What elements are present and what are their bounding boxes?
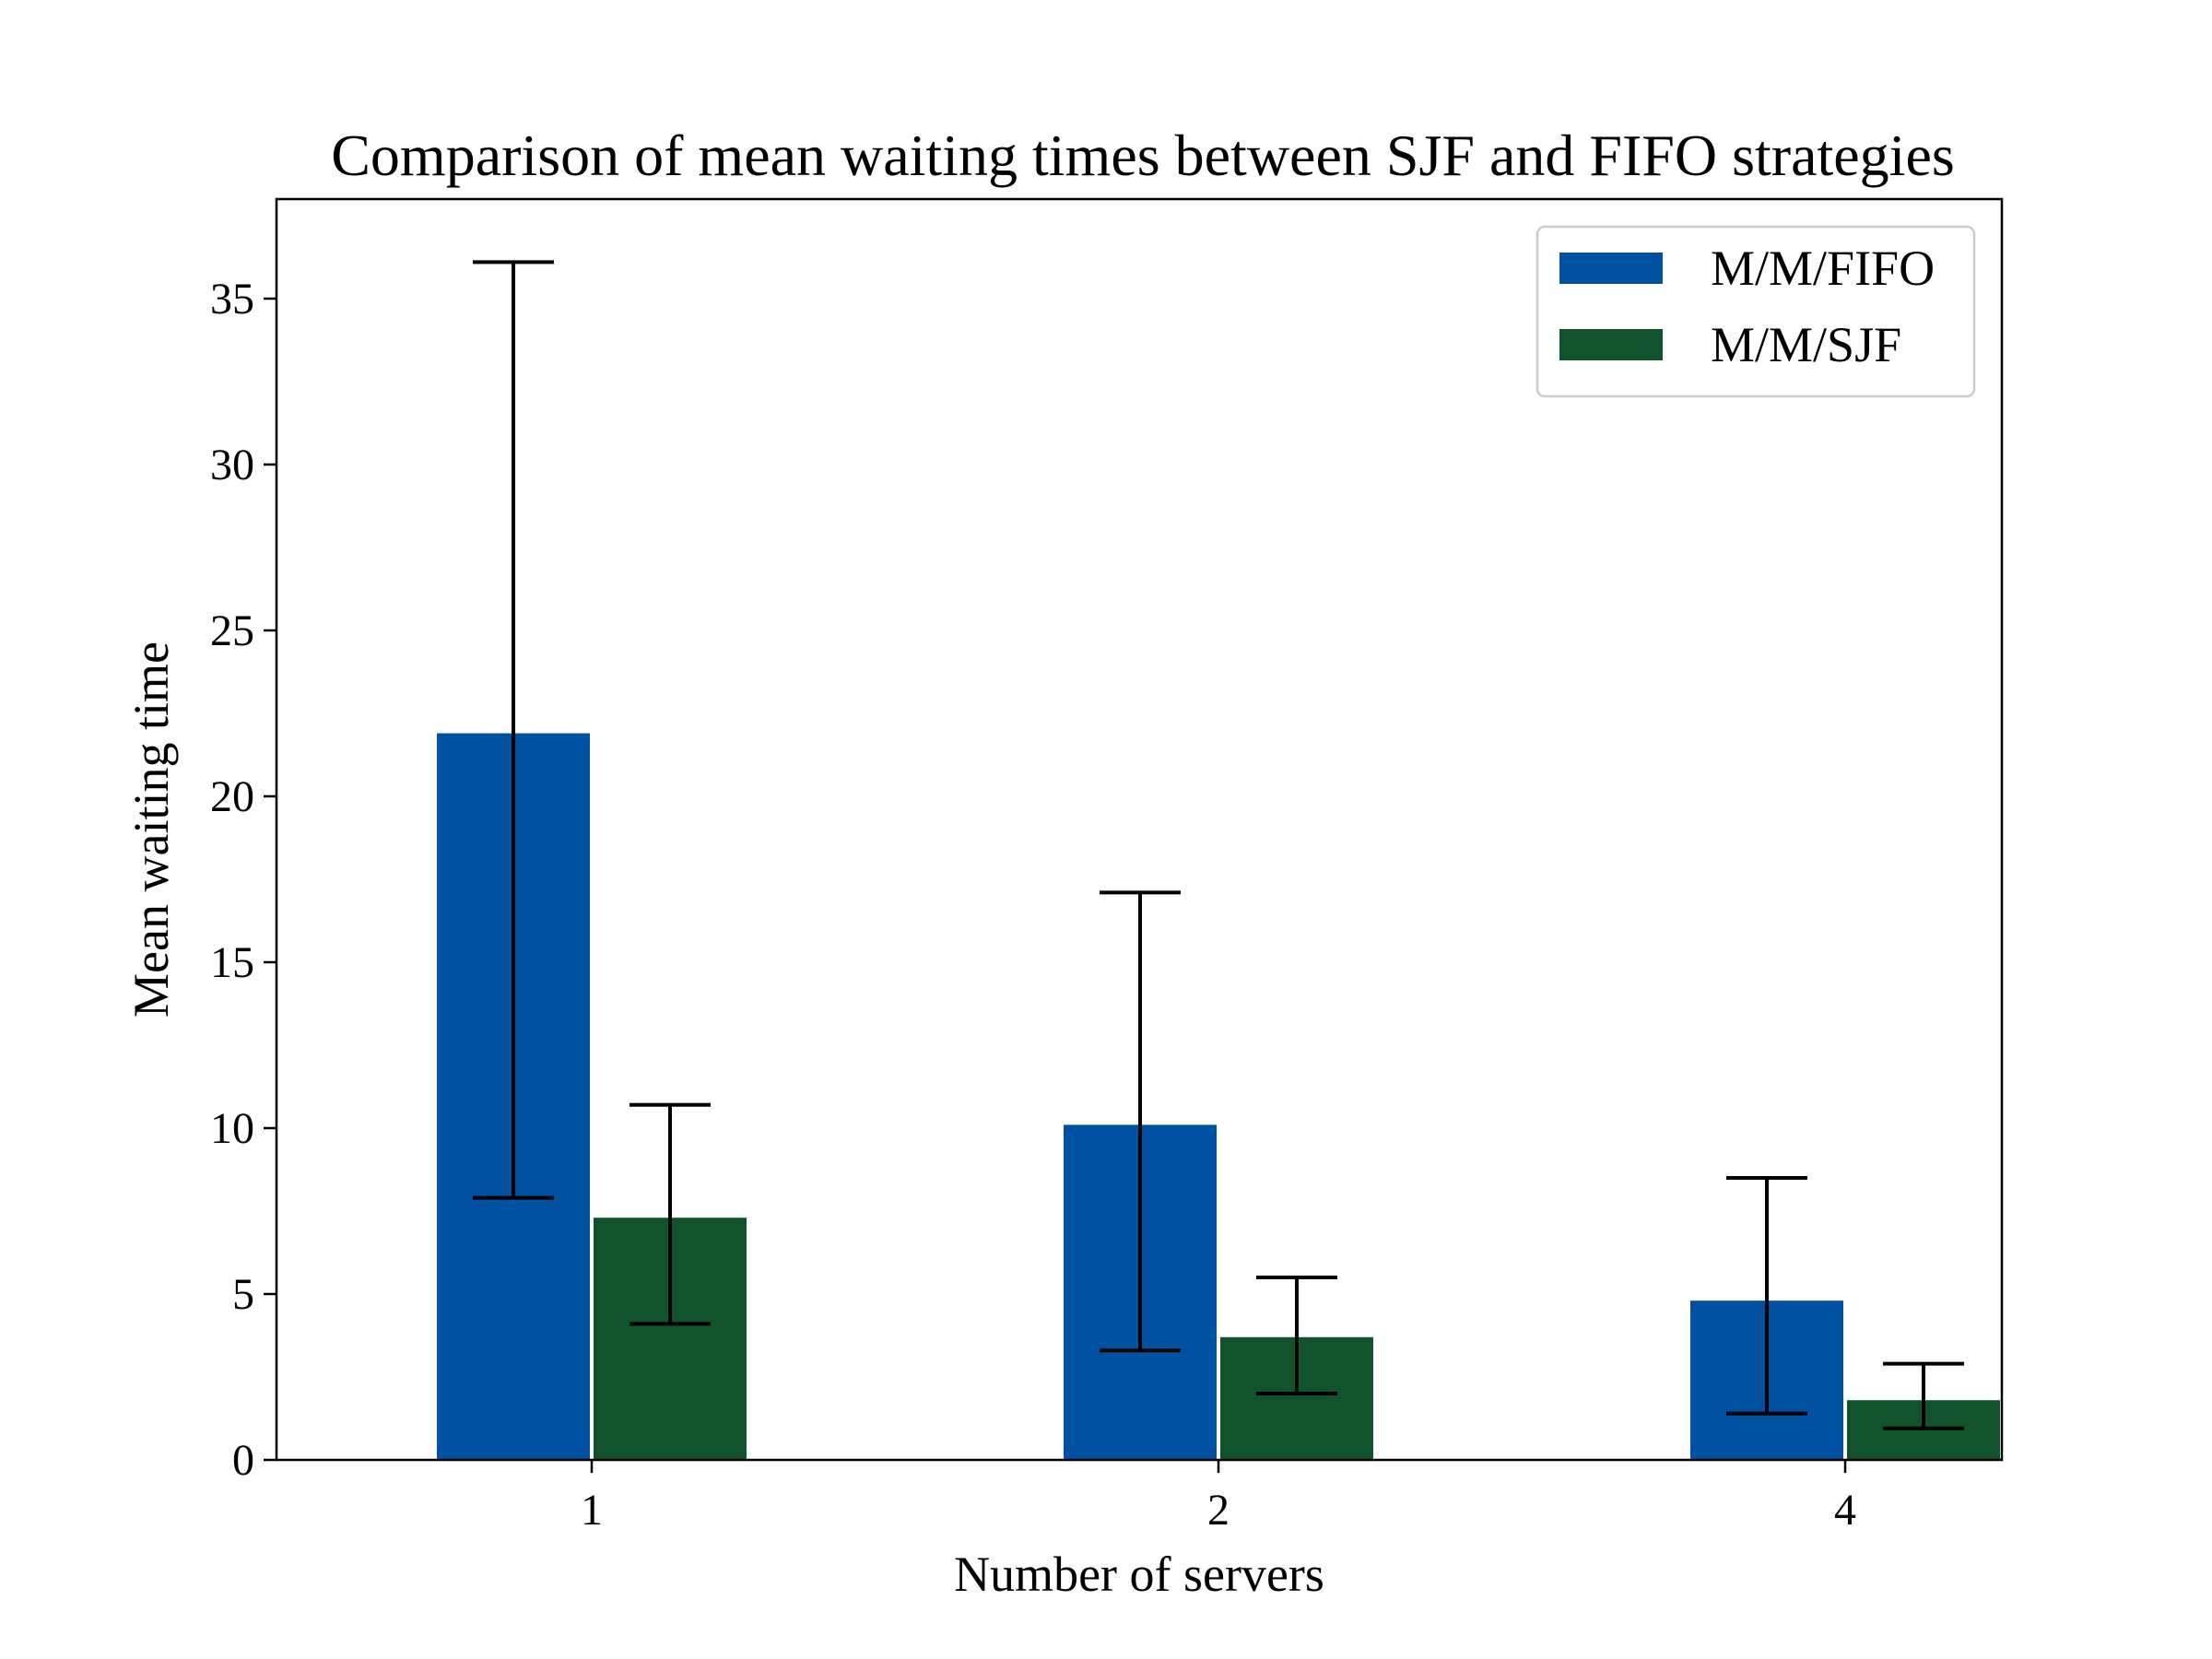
- legend-swatch-m-m-fifo: [1559, 253, 1663, 284]
- x-tick-label: 1: [581, 1486, 603, 1535]
- legend-swatch-m-m-sjf: [1559, 329, 1663, 360]
- x-axis-label: Number of servers: [954, 1547, 1324, 1602]
- x-tick-label: 4: [1834, 1486, 1856, 1535]
- y-tick-label: 35: [210, 275, 254, 324]
- y-tick-label: 0: [232, 1436, 254, 1485]
- chart-title: Comparison of mean waiting times between…: [331, 123, 1955, 188]
- legend: M/M/FIFO M/M/SJF: [1535, 225, 1976, 398]
- x-axis: 1 2 4: [581, 1460, 1856, 1535]
- legend-label-m-m-sjf: M/M/SJF: [1711, 317, 1901, 372]
- y-axis-label: Mean waiting time: [124, 641, 179, 1018]
- y-tick-label: 15: [210, 938, 254, 987]
- x-tick-label: 2: [1207, 1486, 1230, 1535]
- plot-frame: [275, 197, 2004, 1462]
- error-bar-m-m-sjf-2: [1256, 1276, 1337, 1395]
- error-bar-m-m-fifo-1: [473, 260, 554, 1200]
- y-tick-label: 25: [210, 606, 254, 655]
- y-tick-label: 20: [210, 772, 254, 821]
- legend-label-m-m-fifo: M/M/FIFO: [1711, 241, 1935, 296]
- error-bars-layer: [473, 260, 1964, 1430]
- y-tick-label: 10: [210, 1104, 254, 1153]
- error-bar-m-m-sjf-1: [629, 1102, 711, 1326]
- error-bar-m-m-fifo-4: [1726, 1176, 1807, 1416]
- error-bar-m-m-sjf-4: [1883, 1361, 1964, 1430]
- error-bar-m-m-fifo-2: [1100, 890, 1181, 1353]
- y-axis: 0 5 10 15 20 25 30 35: [210, 275, 276, 1485]
- y-tick-label: 5: [232, 1270, 254, 1319]
- y-tick-label: 30: [210, 441, 254, 489]
